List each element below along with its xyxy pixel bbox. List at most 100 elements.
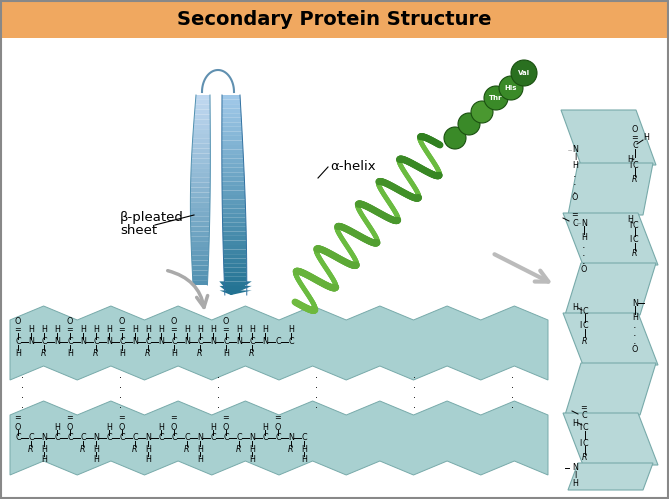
Text: C: C: [249, 337, 255, 346]
Text: .: .: [21, 400, 23, 410]
Text: N: N: [93, 434, 99, 443]
Text: R: R: [582, 336, 588, 345]
Text: .: .: [314, 400, 318, 410]
Text: H: H: [572, 419, 578, 428]
Text: O: O: [67, 317, 73, 326]
Text: C: C: [171, 434, 177, 443]
Polygon shape: [191, 158, 210, 163]
Text: C: C: [184, 434, 190, 443]
Text: R: R: [80, 445, 86, 454]
Text: H: H: [197, 325, 203, 334]
Text: C: C: [288, 337, 294, 346]
Text: R: R: [632, 176, 638, 185]
Text: N: N: [288, 434, 294, 443]
Text: R: R: [41, 348, 47, 357]
Text: R: R: [145, 348, 151, 357]
Text: C: C: [80, 434, 86, 443]
Text: C: C: [171, 337, 177, 346]
Polygon shape: [191, 237, 209, 241]
Text: O: O: [223, 317, 229, 326]
Text: H: H: [171, 348, 177, 357]
Polygon shape: [193, 129, 210, 134]
Polygon shape: [192, 144, 210, 149]
Polygon shape: [224, 277, 247, 281]
Text: H: H: [288, 325, 294, 334]
Text: I: I: [574, 154, 576, 163]
Text: N: N: [262, 337, 268, 346]
Text: .: .: [21, 370, 23, 380]
Text: C: C: [632, 161, 638, 170]
Text: C: C: [275, 434, 281, 443]
Text: =: =: [571, 211, 579, 220]
Text: .: .: [510, 390, 514, 400]
Polygon shape: [195, 95, 210, 100]
Text: .: .: [314, 370, 318, 380]
Polygon shape: [222, 118, 242, 122]
Text: C: C: [632, 221, 638, 230]
Polygon shape: [192, 149, 210, 154]
Polygon shape: [191, 183, 210, 188]
Text: .: .: [633, 336, 637, 346]
Polygon shape: [191, 178, 210, 183]
Text: .: .: [217, 400, 219, 410]
Text: H: H: [262, 325, 268, 334]
Text: C: C: [28, 434, 34, 443]
Text: C: C: [236, 434, 242, 443]
Text: R: R: [236, 445, 242, 454]
Text: H: H: [93, 325, 99, 334]
Text: H: H: [145, 455, 151, 464]
Text: I: I: [579, 439, 581, 448]
Text: .: .: [633, 328, 637, 338]
Text: I: I: [629, 236, 631, 245]
Text: =: =: [581, 404, 587, 413]
Text: I: I: [574, 472, 576, 481]
Polygon shape: [194, 114, 210, 119]
Text: .: .: [314, 380, 318, 390]
Polygon shape: [222, 127, 242, 131]
Text: H: H: [93, 445, 99, 454]
Text: =: =: [275, 414, 282, 423]
Text: C: C: [132, 434, 138, 443]
Text: —: —: [577, 221, 581, 225]
Text: N: N: [572, 146, 578, 155]
Text: N: N: [28, 337, 34, 346]
Text: R: R: [132, 445, 138, 454]
Text: O: O: [632, 344, 638, 353]
Text: H: H: [132, 325, 138, 334]
Polygon shape: [192, 270, 208, 275]
Text: H: H: [197, 455, 203, 464]
Text: C: C: [210, 434, 216, 443]
Text: H: H: [643, 134, 649, 143]
Polygon shape: [223, 263, 247, 268]
Polygon shape: [223, 227, 246, 232]
Text: .: .: [314, 390, 318, 400]
Polygon shape: [223, 241, 246, 245]
Polygon shape: [222, 145, 243, 150]
Polygon shape: [222, 109, 241, 113]
Polygon shape: [222, 191, 245, 195]
Text: O: O: [15, 423, 21, 432]
Polygon shape: [195, 100, 210, 105]
Polygon shape: [222, 172, 244, 177]
Polygon shape: [191, 193, 210, 197]
Polygon shape: [191, 251, 209, 256]
Text: O: O: [223, 423, 229, 432]
Circle shape: [499, 76, 523, 100]
Polygon shape: [222, 122, 242, 127]
Polygon shape: [561, 110, 656, 165]
Text: N: N: [145, 434, 151, 443]
Text: H: H: [301, 445, 307, 454]
Polygon shape: [222, 99, 241, 104]
Text: O: O: [275, 423, 281, 432]
Text: N: N: [632, 298, 638, 307]
Text: =: =: [171, 325, 177, 334]
Text: C: C: [197, 337, 203, 346]
Polygon shape: [222, 150, 244, 154]
Text: C: C: [582, 424, 588, 433]
Polygon shape: [563, 213, 658, 265]
Text: =: =: [223, 325, 229, 334]
Text: C: C: [15, 337, 21, 346]
Text: N: N: [184, 337, 190, 346]
Polygon shape: [219, 286, 252, 295]
Text: R: R: [28, 445, 33, 454]
